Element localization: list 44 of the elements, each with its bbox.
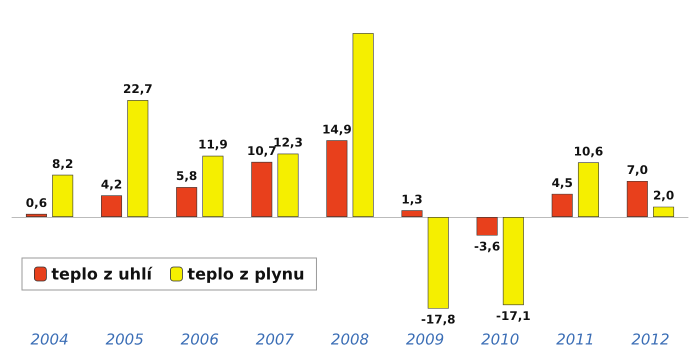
bar bbox=[578, 162, 599, 217]
data-label: 8,2 bbox=[52, 156, 74, 171]
data-label: 5,8 bbox=[176, 169, 198, 184]
x-tick-label: 2004 bbox=[30, 330, 69, 347]
data-label: -3,6 bbox=[474, 240, 500, 254]
data-label: 22,7 bbox=[122, 82, 153, 96]
bar bbox=[251, 162, 272, 217]
bar bbox=[401, 210, 422, 217]
x-tick-label: 2011 bbox=[556, 330, 594, 347]
x-tick-label: 2010 bbox=[481, 330, 520, 347]
bar bbox=[653, 206, 674, 217]
bar bbox=[52, 174, 74, 217]
data-label: -17,1 bbox=[496, 309, 531, 324]
x-tick-label: 2012 bbox=[631, 330, 670, 347]
x-tick-label: 2006 bbox=[180, 330, 219, 347]
bar bbox=[626, 180, 648, 217]
data-label: 11,9 bbox=[198, 138, 228, 152]
data-label: 2,0 bbox=[652, 188, 674, 203]
data-label: 4,5 bbox=[552, 176, 573, 190]
data-label: 14,9 bbox=[322, 122, 352, 136]
legend-label: teplo z uhlí bbox=[51, 264, 154, 284]
bar bbox=[101, 195, 122, 217]
bar bbox=[326, 140, 348, 217]
bar bbox=[202, 156, 224, 217]
legend-label: teplo z plynu bbox=[187, 264, 304, 284]
data-label: 7,0 bbox=[626, 162, 648, 177]
bar bbox=[278, 154, 299, 217]
bar bbox=[476, 217, 498, 236]
x-tick-label: 2007 bbox=[256, 330, 294, 347]
bar bbox=[127, 100, 148, 217]
data-label: -17,8 bbox=[420, 312, 456, 327]
x-tick-label: 2008 bbox=[330, 330, 370, 347]
x-tick-label: 2009 bbox=[406, 330, 444, 347]
data-label: 10,6 bbox=[574, 144, 604, 158]
data-label: 0,6 bbox=[26, 196, 48, 210]
bar bbox=[428, 217, 449, 309]
bar bbox=[176, 187, 198, 217]
x-tick-label: 2005 bbox=[106, 330, 144, 347]
data-label: 1,3 bbox=[401, 192, 423, 206]
bar bbox=[502, 217, 524, 306]
bar bbox=[26, 214, 47, 217]
data-label: 4,2 bbox=[100, 177, 122, 192]
bar bbox=[352, 33, 374, 217]
bar bbox=[552, 194, 573, 217]
